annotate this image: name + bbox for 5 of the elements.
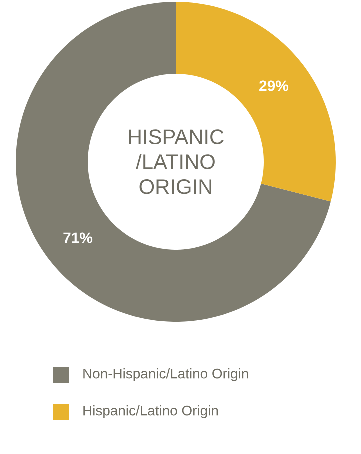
data-label: 29% [260, 80, 289, 92]
legend-label: Hispanic/Latino Origin [84, 405, 218, 418]
text: HISPANIC /LATINO ORIGIN [129, 130, 224, 194]
data-label: 71% [64, 232, 93, 244]
legend-label: Non-Hispanic/Latino Origin [84, 368, 248, 382]
